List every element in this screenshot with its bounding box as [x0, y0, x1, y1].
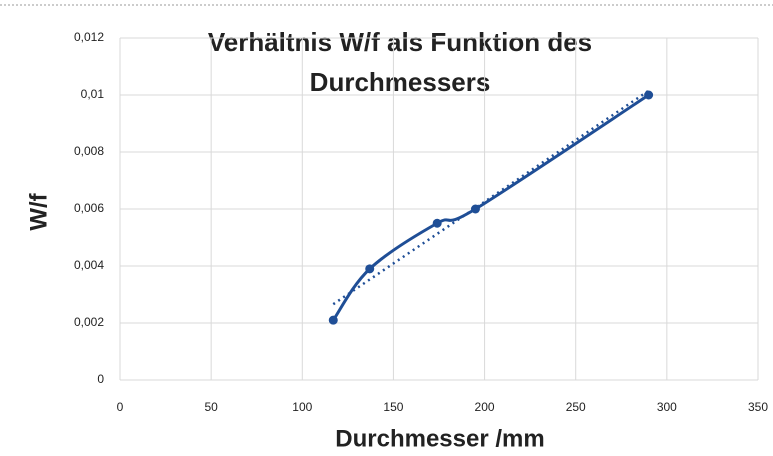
y-tick-label: 0,008 [74, 144, 104, 158]
data-point [365, 264, 375, 274]
y-tick-label: 0 [97, 372, 104, 386]
y-tick-label: 0,012 [74, 30, 104, 44]
series-line [332, 93, 650, 322]
trendline [332, 89, 650, 306]
x-tick-label: 100 [292, 400, 312, 414]
y-tick-label: 0,002 [74, 315, 104, 329]
chart-title: Verhältnis W/f als Funktion des [208, 27, 592, 57]
y-axis-label: W/f [25, 192, 52, 230]
data-point [328, 315, 338, 325]
chart-title: Durchmessers [310, 67, 491, 97]
y-tick-label: 0,01 [81, 87, 105, 101]
data-point [644, 90, 654, 100]
x-tick-label: 0 [117, 400, 124, 414]
y-tick-label: 0,004 [74, 258, 104, 272]
x-tick-label: 300 [657, 400, 677, 414]
y-tick-label: 0,006 [74, 201, 104, 215]
x-tick-label: 50 [204, 400, 218, 414]
data-point [432, 218, 442, 228]
x-tick-label: 250 [566, 400, 586, 414]
x-tick-label: 200 [475, 400, 495, 414]
x-tick-label: 350 [748, 400, 768, 414]
x-tick-label: 150 [383, 400, 403, 414]
x-axis-label: Durchmesser /mm [335, 425, 544, 452]
data-point [470, 204, 480, 214]
